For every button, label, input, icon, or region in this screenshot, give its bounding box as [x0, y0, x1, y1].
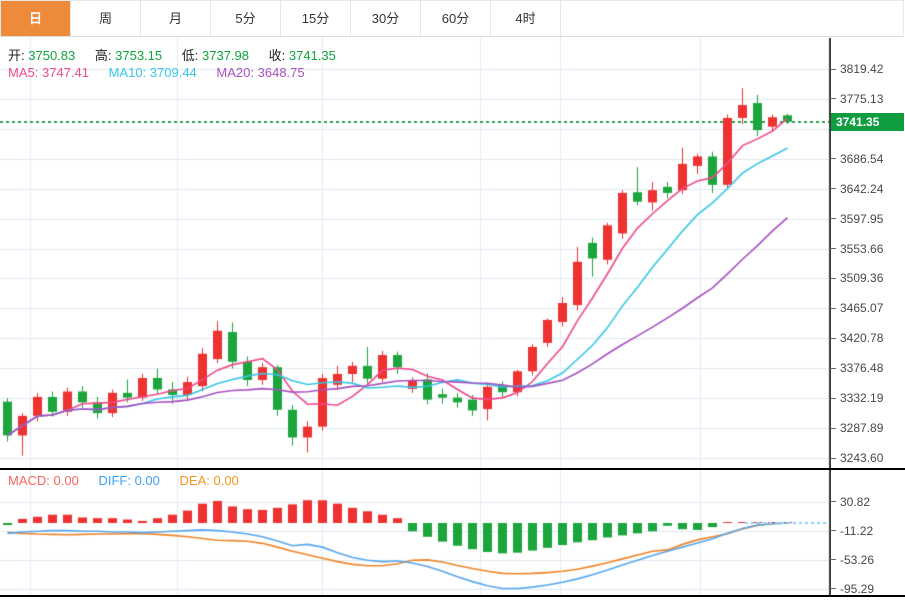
tab-month[interactable]: 月 [141, 1, 211, 36]
dea-value: 0.00 [213, 473, 239, 488]
axis-tick-label: 3553.66 [840, 241, 884, 256]
axis-tick-label: 3420.78 [840, 331, 884, 346]
axis-tick-label: 3243.60 [840, 451, 884, 465]
axis-tick-dash [830, 68, 836, 70]
axis-tick-label: 3775.13 [840, 91, 884, 106]
axis-tick-label: 3597.95 [840, 211, 884, 226]
macd-chart-canvas[interactable] [0, 470, 830, 597]
axis-tick-dash [830, 367, 836, 369]
axis-tick-label: 3376.48 [840, 361, 884, 376]
axis-tick-dash [830, 98, 836, 100]
open-label: 开: [8, 48, 25, 63]
axis-tick-dash [830, 188, 836, 190]
axis-tick-dash [830, 530, 836, 532]
tab-4hour[interactable]: 4时 [491, 1, 561, 36]
high-value: 3753.15 [115, 48, 163, 63]
diff-value: 0.00 [134, 473, 160, 488]
axis-tick-label: 3332.19 [840, 391, 884, 406]
ma10-label: MA10: [108, 65, 147, 80]
price-chart-canvas[interactable] [0, 37, 830, 469]
axis-tick-label: 3819.42 [840, 62, 884, 76]
ma5-value: 3747.41 [41, 65, 89, 80]
axis-tick-dash [830, 397, 836, 399]
close-value: 3741.35 [288, 48, 336, 63]
chart-bottom-border [0, 595, 905, 597]
low-label: 低: [181, 48, 199, 63]
diff-label: DIFF: [98, 473, 131, 488]
ma20-value: 3648.75 [257, 65, 305, 80]
axis-tick-dash [830, 248, 836, 250]
tab-day[interactable]: 日 [1, 1, 71, 36]
macd-row: MACD: 0.00 DIFF: 0.00 DEA: 0.00 [8, 473, 255, 488]
period-toolbar: 日 周 月 5分 15分 30分 60分 4时 [0, 0, 904, 37]
tab-60min[interactable]: 60分 [421, 1, 491, 36]
axis-tick-dash [830, 501, 836, 503]
low-value: 3737.98 [202, 48, 249, 63]
tab-15min[interactable]: 15分 [281, 1, 351, 36]
dea-label: DEA: [179, 473, 210, 488]
axis-tick-label: 3287.89 [840, 421, 884, 436]
ma5-label: MA5: [8, 65, 39, 80]
axis-tick-dash [830, 218, 836, 220]
ma-row: MA5: 3747.41 MA10: 3709.44 MA20: 3648.75 [8, 65, 321, 80]
close-label: 收: [268, 48, 286, 63]
axis-tick-label: 3465.07 [840, 301, 884, 316]
ma10-value: 3709.44 [149, 65, 197, 80]
axis-tick-label: -53.26 [840, 552, 875, 567]
axis-tick-dash [830, 588, 836, 590]
macd-label: MACD: [8, 473, 50, 488]
axis-tick-label: 3686.54 [840, 151, 884, 166]
tab-5min[interactable]: 5分 [211, 1, 281, 36]
axis-tick-dash [830, 307, 836, 309]
axis-tick-label: 3509.36 [840, 271, 884, 286]
axis-tick-dash [830, 559, 836, 561]
macd-value: 0.00 [53, 473, 79, 488]
pane-divider [0, 468, 905, 470]
price-axis-line [830, 38, 831, 597]
ohlc-row: 开: 3750.83 高: 3753.15 低: 3737.98 收: 3741… [8, 45, 352, 64]
open-value: 3750.83 [28, 48, 76, 63]
last-price-tag: 3741.35 [831, 112, 904, 131]
axis-tick-label: 30.82 [840, 494, 871, 509]
axis-tick-dash [830, 427, 836, 429]
tab-week[interactable]: 周 [71, 1, 141, 36]
high-label: 高: [94, 48, 112, 63]
axis-tick-dash [830, 277, 836, 279]
axis-tick-label: -95.29 [840, 581, 875, 596]
axis-tick-dash [830, 158, 836, 160]
axis-tick-dash [830, 457, 836, 459]
axis-tick-label: -11.22 [840, 523, 874, 538]
axis-tick-dash [830, 337, 836, 339]
tab-30min[interactable]: 30分 [351, 1, 421, 36]
axis-tick-label: 3642.24 [840, 181, 884, 196]
ma20-label: MA20: [216, 65, 254, 80]
